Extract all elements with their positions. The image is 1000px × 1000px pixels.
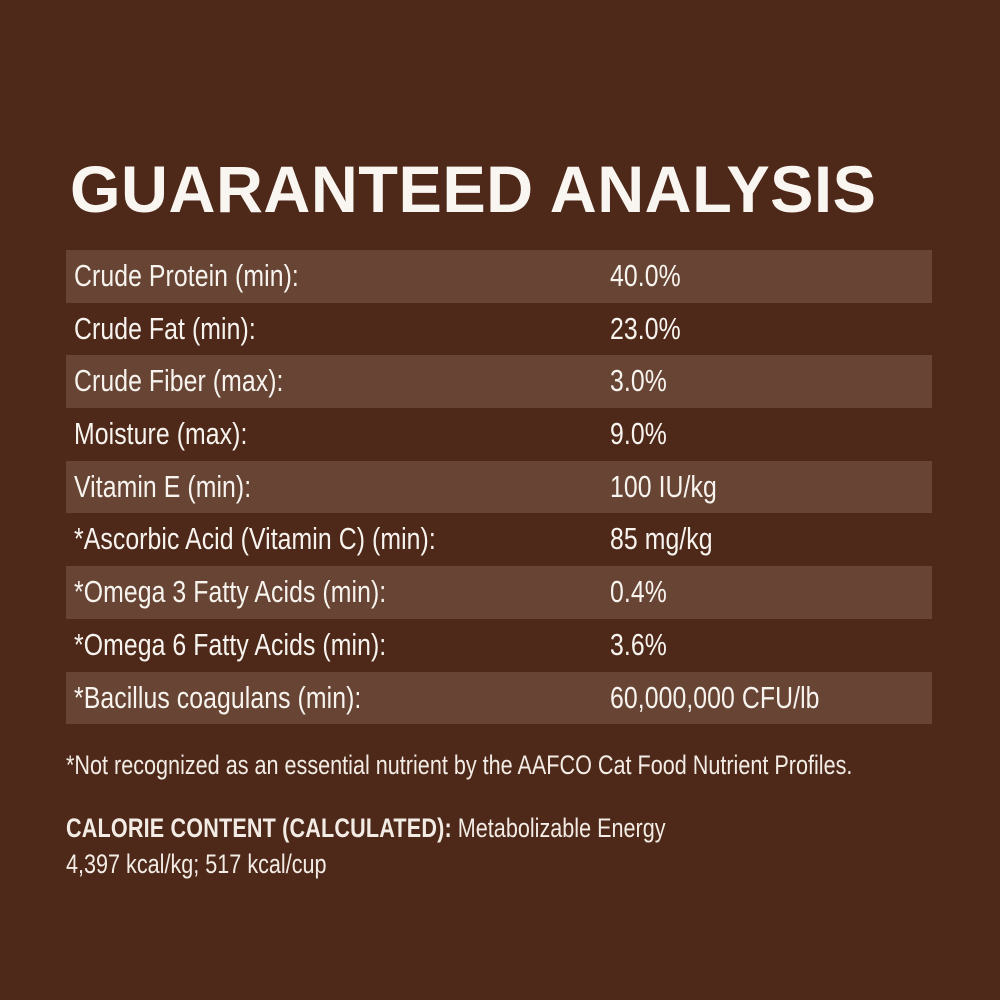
footnote-text: *Not recognized as an essential nutrient… xyxy=(66,750,853,780)
table-row: Crude Fat (min): 23.0% xyxy=(66,303,932,356)
calorie-content-block: CALORIE CONTENT (CALCULATED): Metaboliza… xyxy=(66,810,946,882)
nutrient-label: *Omega 3 Fatty Acids (min): xyxy=(74,574,387,610)
table-row: Moisture (max): 9.0% xyxy=(66,408,932,461)
calorie-values: 4,397 kcal/kg; 517 kcal/cup xyxy=(66,849,327,879)
nutrient-value: 3.6% xyxy=(610,626,667,662)
nutrient-value: 0.4% xyxy=(610,574,667,610)
table-row: *Bacillus coagulans (min): 60,000,000 CFU… xyxy=(66,671,932,725)
nutrient-value: 60,000,000 CFU/lb xyxy=(610,679,820,715)
nutrient-label: *Bacillus coagulans (min): xyxy=(74,679,362,715)
nutrient-value: 3.0% xyxy=(610,363,667,399)
table-row: Vitamin E (min): 100 IU/kg xyxy=(66,460,932,514)
nutrient-value: 85 mg/kg xyxy=(610,521,713,557)
nutrient-label: Moisture (max): xyxy=(74,416,248,452)
nutrient-label: *Omega 6 Fatty Acids (min): xyxy=(74,626,387,662)
nutrient-label: Crude Fiber (max): xyxy=(74,363,284,399)
table-row: Crude Fiber (max): 3.0% xyxy=(66,355,932,409)
nutrient-value: 40.0% xyxy=(610,258,681,293)
table-row: Crude Protein (min): 40.0% xyxy=(66,250,932,303)
nutrient-value: 100 IU/kg xyxy=(610,468,717,504)
nutrient-label: *Ascorbic Acid (Vitamin C) (min): xyxy=(74,521,436,557)
calorie-content-label: CALORIE CONTENT (CALCULATED): xyxy=(66,813,452,843)
guaranteed-analysis-table: Crude Protein (min): 40.0% Crude Fat (min)… xyxy=(66,250,932,725)
table-row: *Omega 6 Fatty Acids (min): 3.6% xyxy=(66,619,932,672)
table-row: *Ascorbic Acid (Vitamin C) (min): 85 mg/k… xyxy=(66,513,932,566)
table-row: *Omega 3 Fatty Acids (min): 0.4% xyxy=(66,566,932,619)
calorie-energy-type: Metabolizable Energy xyxy=(451,813,666,843)
nutrient-label: Vitamin E (min): xyxy=(74,468,252,504)
nutrient-value: 9.0% xyxy=(610,416,667,452)
nutrient-label: Crude Protein (min): xyxy=(74,258,299,293)
nutrient-value: 23.0% xyxy=(610,310,681,346)
page-title: GUARANTEED ANALYSIS xyxy=(70,152,877,226)
nutrient-label: Crude Fat (min): xyxy=(74,310,256,346)
